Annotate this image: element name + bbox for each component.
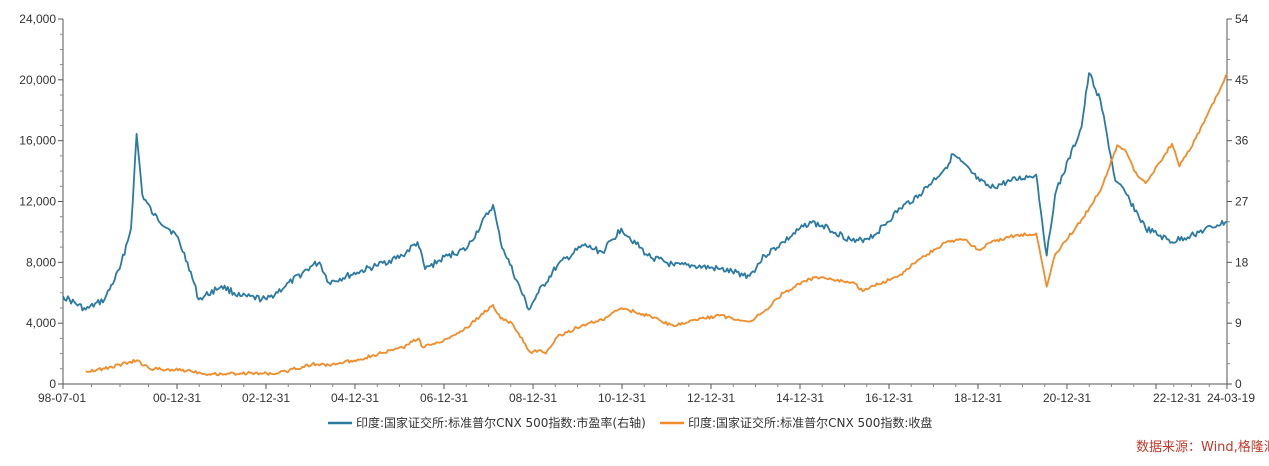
x-axis-tick-label: 02-12-31	[242, 391, 290, 405]
left-axis-tick-label: 20,000	[19, 73, 56, 87]
left-axis-tick-label: 16,000	[19, 134, 56, 148]
right-axis-tick-label: 36	[1235, 134, 1249, 148]
x-axis-tick-label: 04-12-31	[331, 391, 379, 405]
x-axis-tick-label: 00-12-31	[153, 391, 201, 405]
right-axis-tick-label: 45	[1235, 73, 1249, 87]
x-axis-tick-label: 14-12-31	[776, 391, 824, 405]
right-axis-tick-label: 54	[1235, 12, 1249, 26]
legend-label-pe: 印度:国家证交所:标准普尔CNX 500指数:市盈率(右轴)	[356, 415, 646, 430]
x-axis-tick-label: 12-12-31	[687, 391, 735, 405]
right-axis-tick-label: 9	[1235, 316, 1242, 330]
x-axis-tick-label: 10-12-31	[598, 391, 646, 405]
x-axis-tick-label: 18-12-31	[954, 391, 1002, 405]
left-axis-tick-label: 4,000	[26, 316, 56, 330]
right-axis-tick-label: 27	[1235, 195, 1249, 209]
legend-label-close: 印度:国家证交所:标准普尔CNX 500指数:收盘	[688, 415, 932, 430]
right-axis-tick-label: 0	[1235, 377, 1242, 391]
x-axis-tick-label: 06-12-31	[420, 391, 468, 405]
x-axis-tick-label: 22-12-31	[1153, 391, 1201, 405]
x-axis-tick-label: 24-03-19	[1207, 391, 1255, 405]
left-axis-tick-label: 0	[49, 377, 56, 391]
pe-ratio-series-line	[62, 72, 1228, 312]
chart-legend: 印度:国家证交所:标准普尔CNX 500指数:市盈率(右轴) 印度:国家证交所:…	[328, 415, 932, 430]
chart-axes: 0 4,000 8,000 12,000 16,000 20,000 24,000 0 9 18 2…	[19, 12, 1255, 405]
x-axis-tick-label: 08-12-31	[509, 391, 557, 405]
series-layer	[62, 72, 1228, 377]
right-axis-tick-label: 18	[1235, 255, 1249, 269]
left-axis-tick-label: 24,000	[19, 12, 56, 26]
x-axis-tick-label: 16-12-31	[865, 391, 913, 405]
x-axis-tick-label: 98-07-01	[38, 391, 86, 405]
left-axis-tick-label: 12,000	[19, 195, 56, 209]
data-source-note: 数据来源：Wind,格隆汇	[1136, 440, 1269, 455]
left-axis-tick-label: 8,000	[26, 255, 56, 269]
x-axis-tick-label: 20-12-31	[1043, 391, 1091, 405]
close-price-series-line	[85, 73, 1228, 377]
